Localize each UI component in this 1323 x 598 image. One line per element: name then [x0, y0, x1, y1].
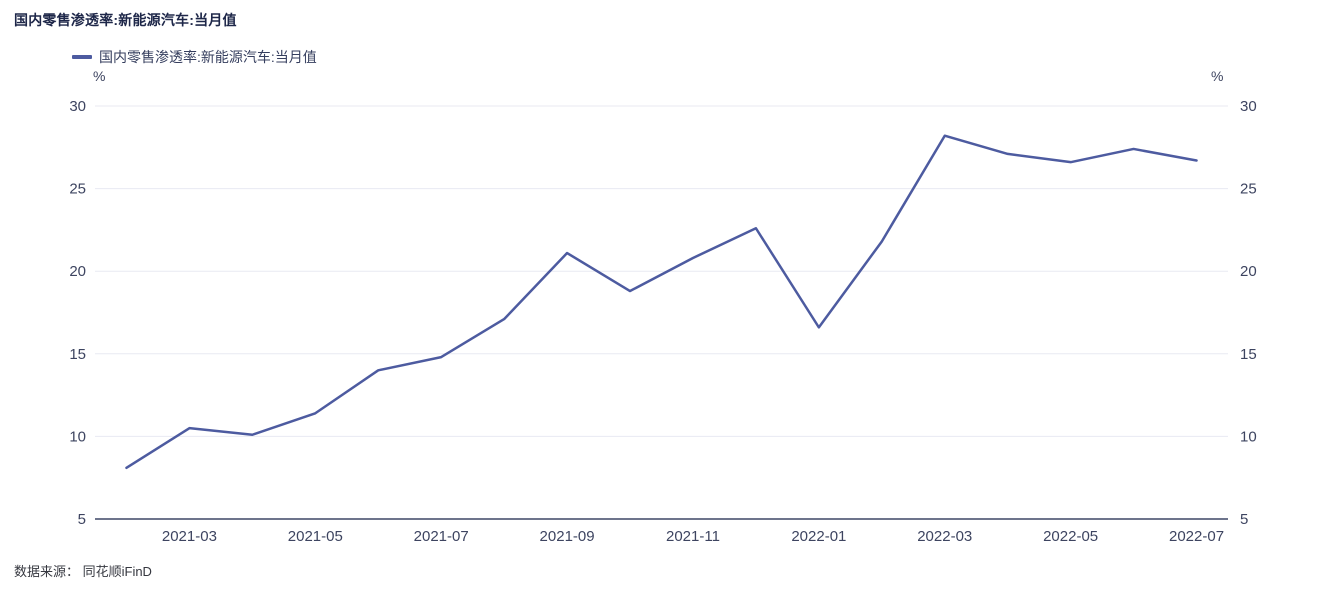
legend-line-swatch: [72, 55, 92, 59]
x-axis-label: 2021-09: [540, 528, 595, 545]
y-axis-label-right: 20: [1240, 263, 1257, 280]
x-axis-label: 2021-07: [414, 528, 469, 545]
y-axis-label-left: 5: [78, 511, 86, 528]
x-axis-label: 2022-07: [1169, 528, 1224, 545]
legend-item[interactable]: 国内零售渗透率:新能源汽车:当月值: [72, 47, 317, 67]
y-axis-label-left: 15: [69, 346, 86, 363]
y-axis-unit-left: %: [93, 68, 106, 84]
x-axis-label: 2022-05: [1043, 528, 1098, 545]
y-axis-label-left: 10: [69, 428, 86, 445]
x-axis-label: 2021-03: [162, 528, 217, 545]
x-axis-label: 2022-03: [917, 528, 972, 545]
y-axis-label-left: 25: [69, 181, 86, 198]
series-line: [125, 134, 1198, 470]
y-axis-label-right: 5: [1240, 511, 1248, 528]
y-axis-label-left: 30: [69, 98, 86, 115]
legend-label: 国内零售渗透率:新能源汽车:当月值: [99, 49, 317, 65]
data-source: 数据来源： 同花顺iFinD: [14, 564, 152, 579]
x-axis-label: 2022-01: [791, 528, 846, 545]
x-axis-label: 2021-11: [666, 528, 720, 545]
y-axis-label-right: 30: [1240, 98, 1257, 115]
y-axis-label-left: 20: [69, 263, 86, 280]
chart-title: 国内零售渗透率:新能源汽车:当月值: [14, 12, 237, 28]
y-axis-label-right: 25: [1240, 181, 1257, 198]
legend: 国内零售渗透率:新能源汽车:当月值: [72, 48, 317, 66]
y-axis-label-right: 15: [1240, 346, 1257, 363]
x-axis-label: 2021-05: [288, 528, 343, 545]
y-axis-label-right: 10: [1240, 428, 1257, 445]
y-axis-unit-right: %: [1211, 68, 1224, 84]
